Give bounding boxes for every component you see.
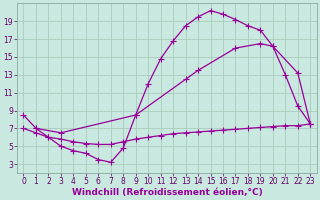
X-axis label: Windchill (Refroidissement éolien,°C): Windchill (Refroidissement éolien,°C) [72, 188, 262, 197]
